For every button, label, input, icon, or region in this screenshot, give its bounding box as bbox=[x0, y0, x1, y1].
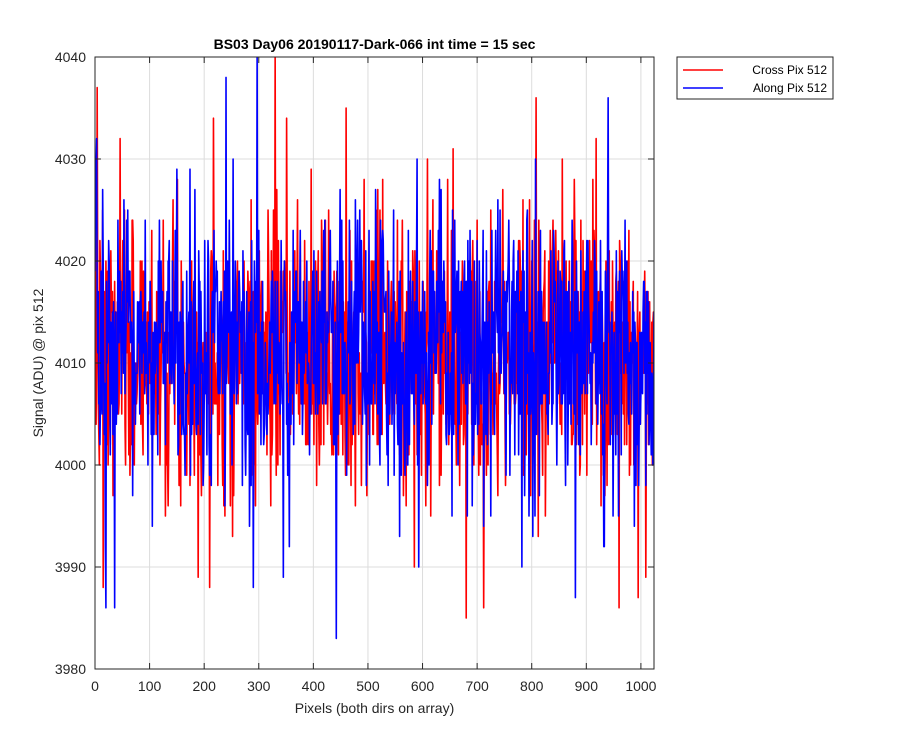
y-tick-label: 4000 bbox=[55, 457, 86, 473]
x-tick-label: 1000 bbox=[625, 678, 656, 694]
x-tick-label: 700 bbox=[465, 678, 489, 694]
legend-label-1: Along Pix 512 bbox=[753, 81, 827, 95]
y-tick-label: 4020 bbox=[55, 253, 86, 269]
x-tick-label: 500 bbox=[356, 678, 380, 694]
x-tick-label: 400 bbox=[302, 678, 326, 694]
legend-label-0: Cross Pix 512 bbox=[752, 63, 827, 77]
legend: Cross Pix 512 Along Pix 512 bbox=[676, 56, 834, 100]
legend-box bbox=[676, 56, 834, 100]
x-tick-label: 300 bbox=[247, 678, 271, 694]
y-tick-label: 4010 bbox=[55, 355, 86, 371]
x-tick-label: 200 bbox=[193, 678, 217, 694]
x-tick-label: 800 bbox=[520, 678, 544, 694]
y-axis-label: Signal (ADU) @ pix 512 bbox=[30, 288, 46, 437]
y-tick-label: 3980 bbox=[55, 661, 86, 677]
y-tick-label: 4030 bbox=[55, 151, 86, 167]
x-tick-label: 900 bbox=[575, 678, 599, 694]
chart-title: BS03 Day06 20190117-Dark-066 int time = … bbox=[214, 36, 536, 52]
y-tick-label: 3990 bbox=[55, 559, 86, 575]
series-layer bbox=[95, 57, 654, 640]
x-tick-label: 0 bbox=[91, 678, 99, 694]
y-tick-label: 4040 bbox=[55, 49, 86, 65]
x-tick-label: 600 bbox=[411, 678, 435, 694]
axis-ticks: 0 100 200 300 400 500 600 700 800 900 1000 3980 3990… bbox=[55, 49, 657, 694]
x-axis-label: Pixels (both dirs on array) bbox=[295, 700, 455, 716]
series-line-1 bbox=[95, 57, 654, 640]
x-tick-label: 100 bbox=[138, 678, 162, 694]
